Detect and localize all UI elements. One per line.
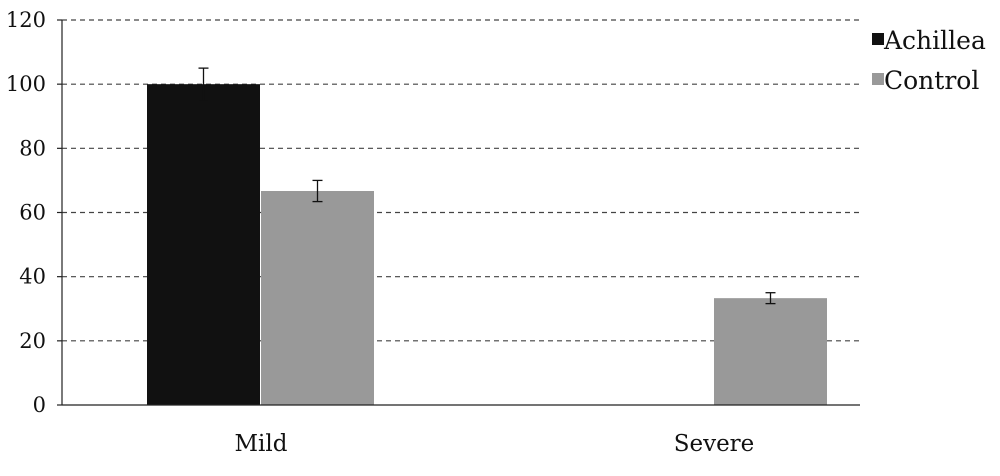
bar-achillea-mild <box>147 84 260 406</box>
y-tick-label-100: 100 <box>6 72 46 96</box>
y-tick-label-120: 120 <box>6 8 46 32</box>
y-axis-ticks: 0 20 40 60 80 100 120 <box>6 8 62 417</box>
bars <box>147 84 827 406</box>
bar-control-mild <box>261 191 374 405</box>
error-bars <box>198 67 776 305</box>
legend-label-control: Control <box>884 66 979 95</box>
y-tick-label-60: 60 <box>19 201 46 225</box>
legend: Achillea Control <box>872 26 986 95</box>
y-tick-label-20: 20 <box>19 329 46 353</box>
axes <box>61 20 860 406</box>
bar-control-severe <box>714 298 827 405</box>
gridlines <box>62 19 860 342</box>
x-label-mild: Mild <box>235 431 288 457</box>
legend-swatch-achillea <box>872 33 884 45</box>
y-tick-label-40: 40 <box>19 265 46 289</box>
x-axis-labels: Mild Severe <box>235 431 755 457</box>
x-label-severe: Severe <box>674 431 755 457</box>
y-tick-label-0: 0 <box>33 393 46 417</box>
legend-label-achillea: Achillea <box>883 26 986 55</box>
y-tick-label-80: 80 <box>19 136 46 160</box>
legend-swatch-control <box>872 73 884 85</box>
